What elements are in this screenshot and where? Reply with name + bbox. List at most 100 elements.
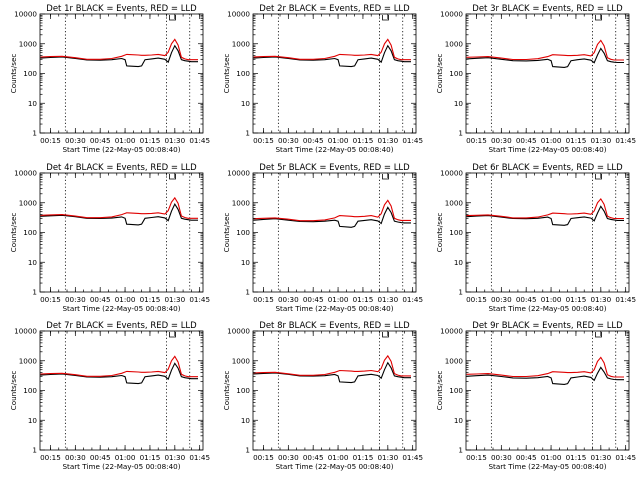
- x-tick-label: 00:30: [65, 136, 86, 145]
- events-series-line: [466, 366, 624, 385]
- events-series-line: [253, 206, 411, 228]
- x-tick-label: 01:30: [377, 453, 398, 462]
- y-tick-label: 10000: [14, 327, 37, 336]
- x-tick-label: 00:30: [491, 453, 512, 462]
- plot-title: Det 5r BLACK = Events, RED = LLD: [259, 163, 410, 173]
- events-series-line: [40, 44, 198, 68]
- x-tick-label: 01:15: [140, 453, 161, 462]
- lld-series-line: [253, 354, 411, 377]
- lld-series-line: [466, 39, 624, 61]
- x-axis-label: Start Time (22-May-05 00:08:40): [62, 145, 180, 154]
- x-tick-label: 00:45: [90, 136, 111, 145]
- x-tick-label: 00:45: [303, 136, 324, 145]
- x-tick-label: 01:00: [328, 136, 349, 145]
- plot-title: Det 7r BLACK = Events, RED = LLD: [46, 321, 197, 331]
- interval-marker: [169, 15, 176, 21]
- x-tick-label: 00:45: [516, 453, 537, 462]
- x-tick-label: 00:30: [278, 453, 299, 462]
- x-tick-label: 00:45: [516, 136, 537, 145]
- x-tick-label: 01:45: [615, 136, 636, 145]
- y-tick-label: 10000: [227, 10, 250, 19]
- interval-marker: [595, 15, 602, 21]
- x-tick-label: 01:30: [377, 295, 398, 304]
- x-tick-label: 00:45: [90, 453, 111, 462]
- x-tick-label: 00:15: [253, 295, 274, 304]
- y-axis-label: Counts/sec: [9, 213, 18, 253]
- interval-marker: [595, 332, 602, 338]
- y-tick-label: 10000: [14, 10, 37, 19]
- lld-series-line: [253, 38, 411, 61]
- plot-panel-4: Det 4r BLACK = Events, RED = LLD 1 10 100 10…: [9, 163, 210, 313]
- y-tick-label: 1000: [232, 356, 251, 365]
- x-tick-label: 01:45: [615, 295, 636, 304]
- y-tick-label: 1: [32, 446, 37, 455]
- y-tick-label: 1: [458, 288, 463, 297]
- x-tick-label: 01:00: [328, 453, 349, 462]
- y-tick-label: 100: [236, 228, 250, 237]
- x-tick-label: 01:15: [140, 136, 161, 145]
- x-axis-label: Start Time (22-May-05 00:08:40): [275, 304, 393, 313]
- y-tick-label: 100: [236, 69, 250, 78]
- y-tick-label: 100: [449, 228, 463, 237]
- y-tick-label: 10000: [440, 169, 463, 178]
- plot-title: Det 4r BLACK = Events, RED = LLD: [46, 163, 197, 173]
- x-tick-label: 01:15: [353, 136, 374, 145]
- x-axis-label: Start Time (22-May-05 00:08:40): [275, 462, 393, 471]
- x-tick-label: 00:45: [90, 295, 111, 304]
- x-axis-label: Start Time (22-May-05 00:08:40): [488, 304, 606, 313]
- interval-marker: [169, 174, 176, 180]
- y-tick-label: 1000: [19, 198, 38, 207]
- x-tick-label: 00:30: [278, 295, 299, 304]
- lld-series-line: [40, 38, 198, 61]
- y-axis-label: Counts/sec: [222, 371, 231, 411]
- x-tick-label: 00:15: [40, 295, 61, 304]
- events-series-line: [253, 44, 411, 68]
- interval-marker: [382, 174, 389, 180]
- x-tick-label: 01:30: [164, 136, 185, 145]
- x-tick-label: 00:15: [253, 453, 274, 462]
- x-tick-label: 00:15: [466, 136, 487, 145]
- y-tick-label: 100: [236, 386, 250, 395]
- x-tick-label: 00:45: [303, 453, 324, 462]
- x-tick-label: 00:15: [40, 136, 61, 145]
- y-tick-label: 100: [449, 69, 463, 78]
- x-tick-label: 01:00: [328, 295, 349, 304]
- y-axis-label: Counts/sec: [435, 213, 444, 253]
- plot-panel-3: Det 3r BLACK = Events, RED = LLD 1 10 100 10…: [435, 4, 636, 154]
- x-tick-label: 00:15: [40, 453, 61, 462]
- lld-series-line: [466, 356, 624, 378]
- y-tick-label: 10000: [440, 327, 463, 336]
- plot-title: Det 3r BLACK = Events, RED = LLD: [472, 4, 623, 14]
- y-tick-label: 1000: [445, 198, 464, 207]
- y-tick-label: 10000: [227, 327, 250, 336]
- x-tick-label: 01:45: [189, 136, 210, 145]
- x-tick-label: 01:00: [115, 295, 136, 304]
- x-axis-label: Start Time (22-May-05 00:08:40): [275, 145, 393, 154]
- y-axis-label: Counts/sec: [222, 54, 231, 94]
- x-tick-label: 01:15: [353, 453, 374, 462]
- plot-panel-7: Det 7r BLACK = Events, RED = LLD 1 10 100 10…: [9, 321, 210, 471]
- x-tick-label: 00:30: [278, 136, 299, 145]
- plot-panel-2: Det 2r BLACK = Events, RED = LLD 1 10 100 10…: [222, 4, 423, 154]
- x-tick-label: 00:30: [65, 453, 86, 462]
- x-tick-label: 00:15: [466, 453, 487, 462]
- lld-series-line: [40, 355, 198, 378]
- y-tick-label: 1: [458, 446, 463, 455]
- x-tick-label: 01:30: [590, 136, 611, 145]
- x-tick-label: 00:30: [491, 136, 512, 145]
- plot-title: Det 8r BLACK = Events, RED = LLD: [259, 321, 410, 331]
- y-tick-label: 100: [449, 386, 463, 395]
- x-tick-label: 01:15: [566, 295, 587, 304]
- y-tick-label: 1000: [445, 356, 464, 365]
- y-tick-label: 1: [32, 288, 37, 297]
- y-tick-label: 10000: [14, 169, 37, 178]
- x-axis-label: Start Time (22-May-05 00:08:40): [62, 462, 180, 471]
- x-tick-label: 01:15: [353, 295, 374, 304]
- y-tick-label: 10: [241, 99, 251, 108]
- y-tick-label: 1: [245, 129, 250, 138]
- x-tick-label: 00:15: [466, 295, 487, 304]
- y-tick-label: 1: [458, 129, 463, 138]
- y-tick-label: 1: [245, 288, 250, 297]
- y-tick-label: 1000: [19, 39, 38, 48]
